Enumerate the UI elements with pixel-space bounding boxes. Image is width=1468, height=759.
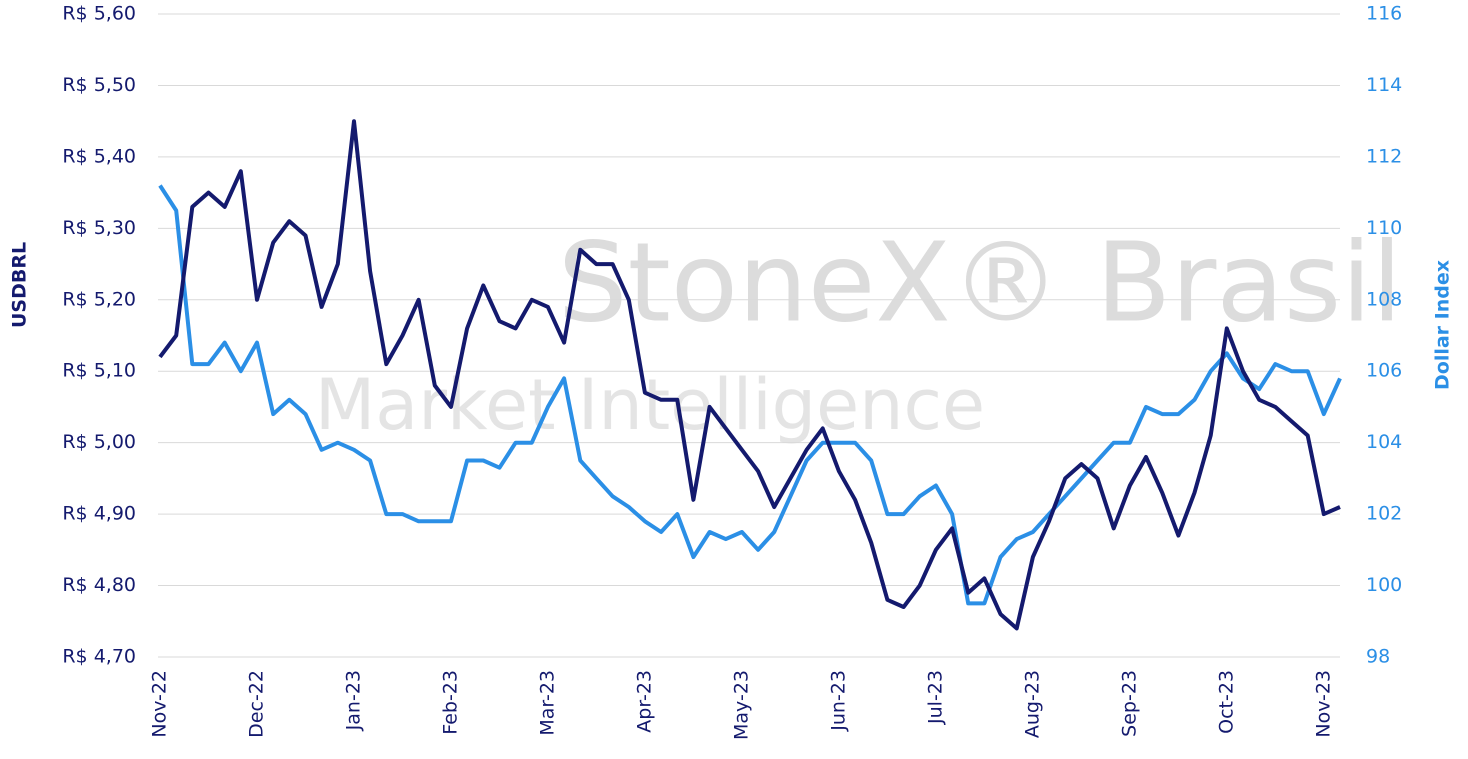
x-tick-label: Nov-22 [149, 670, 171, 738]
y-tick-label: R$ 5,20 [62, 288, 136, 310]
x-tick-label: Aug-23 [1021, 670, 1043, 738]
y2-tick-label: 104 [1366, 431, 1402, 453]
y2-tick-label: 112 [1366, 145, 1402, 167]
x-tick-label: Nov-23 [1312, 670, 1334, 738]
line-series [158, 184, 1342, 606]
y2-axis-title: Dollar Index [1432, 260, 1454, 390]
line-series [158, 119, 1341, 631]
y-tick-label: R$ 5,00 [62, 431, 136, 453]
x-tick-label: Feb-23 [439, 670, 461, 735]
y2-tick-label: 100 [1366, 574, 1402, 596]
y2-tick-label: 98 [1366, 646, 1390, 668]
y-tick-label: R$ 5,50 [62, 74, 136, 96]
y-tick-label: R$ 5,40 [62, 145, 136, 167]
x-tick-label: Sep-23 [1118, 670, 1140, 737]
y2-tick-label: 116 [1366, 3, 1402, 25]
y-tick-label: R$ 4,70 [62, 646, 136, 668]
x-tick-label: Jun-23 [827, 670, 849, 732]
y2-tick-label: 114 [1366, 74, 1402, 96]
y-tick-label: R$ 5,10 [62, 360, 136, 382]
y2-tick-label: 108 [1366, 288, 1402, 310]
x-tick-label: Jul-23 [924, 670, 946, 725]
y2-tick-label: 106 [1366, 360, 1402, 382]
x-tick-label: Oct-23 [1215, 670, 1237, 734]
y-tick-label: R$ 5,30 [62, 217, 136, 239]
x-tick-label: Mar-23 [536, 670, 558, 736]
watermark-subtitle: Market Intelligence [315, 364, 985, 446]
x-tick-label: Apr-23 [633, 670, 655, 733]
y-tick-label: R$ 5,60 [62, 3, 136, 25]
y-tick-label: R$ 4,80 [62, 574, 136, 596]
x-tick-label: Jan-23 [342, 670, 364, 731]
y2-tick-label: 102 [1366, 503, 1402, 525]
y-tick-label: R$ 4,90 [62, 503, 136, 525]
y2-tick-label: 110 [1366, 217, 1402, 239]
watermark-title: StoneX® Brasil [558, 218, 1403, 346]
x-tick-label: May-23 [730, 670, 752, 740]
y-axis-title: USDBRL [9, 242, 31, 328]
x-tick-label: Dec-22 [245, 670, 267, 738]
